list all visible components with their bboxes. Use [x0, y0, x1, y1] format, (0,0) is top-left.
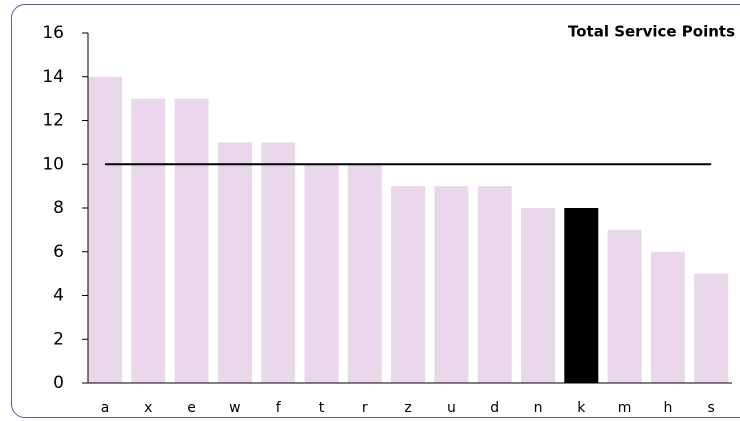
x-tick-label: m	[618, 400, 632, 416]
bar	[174, 98, 209, 383]
bar	[347, 164, 382, 383]
bar	[391, 186, 426, 383]
y-tick-label: 10	[42, 154, 64, 174]
x-tick-label: r	[362, 400, 368, 416]
bar	[650, 251, 685, 383]
x-tick-label: w	[229, 400, 240, 416]
y-tick-label: 6	[53, 242, 64, 262]
x-tick-label: d	[490, 400, 499, 416]
bar	[477, 186, 512, 383]
bar	[88, 76, 122, 383]
bar	[607, 229, 642, 383]
bar	[434, 186, 469, 383]
x-tick-label: z	[404, 400, 411, 416]
chart-frame	[11, 4, 740, 418]
y-tick-label: 0	[53, 373, 64, 393]
x-tick-label: u	[447, 400, 456, 416]
y-tick-label: 4	[53, 286, 64, 306]
bar	[694, 273, 729, 383]
x-tick-label: t	[319, 400, 325, 416]
bar	[521, 208, 555, 383]
x-tick-label: a	[101, 400, 110, 416]
y-tick-label: 16	[42, 23, 64, 43]
bar	[564, 208, 599, 383]
bar	[131, 98, 166, 383]
bar	[261, 142, 296, 383]
x-tick-label: k	[577, 400, 586, 416]
bar	[304, 164, 339, 383]
chart-title: Total Service Points	[568, 23, 735, 41]
y-tick-label: 8	[53, 198, 64, 218]
x-tick-label: x	[144, 400, 152, 416]
x-tick-label: h	[663, 400, 672, 416]
bar	[217, 142, 252, 383]
x-tick-label: e	[187, 400, 196, 416]
y-tick-label: 14	[42, 67, 64, 87]
x-tick-label: s	[708, 400, 715, 416]
x-tick-label: f	[276, 400, 282, 416]
x-tick-label: n	[534, 400, 543, 416]
y-tick-label: 2	[53, 329, 64, 349]
y-tick-label: 12	[42, 111, 64, 131]
